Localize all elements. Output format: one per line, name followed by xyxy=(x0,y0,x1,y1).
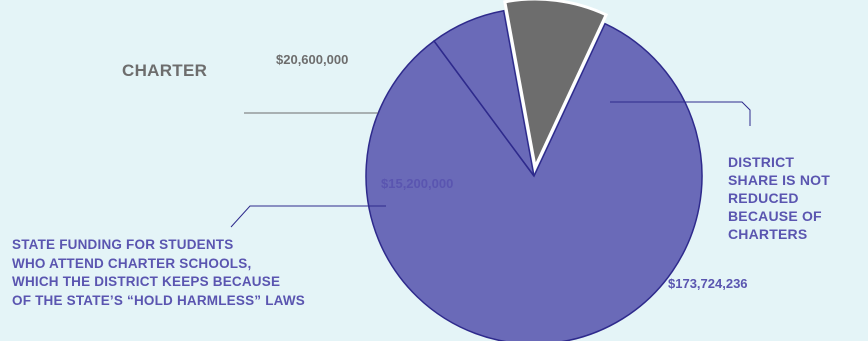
category-label-state-funding: STATE FUNDING FOR STUDENTS WHO ATTEND CH… xyxy=(12,237,305,308)
leader-line-district-share xyxy=(610,101,751,126)
pie-slice-state xyxy=(432,9,535,177)
pie-slice-district xyxy=(365,22,703,341)
value-label-state-funding: $15,200,000 xyxy=(381,176,454,191)
value-label-charter: $20,600,000 xyxy=(276,52,349,67)
leader-line-state-funding xyxy=(230,205,386,228)
category-label-district-share: DISTRICT SHARE IS NOT REDUCED BECAUSE OF… xyxy=(728,154,830,242)
value-label-district-share: $173,724,236 xyxy=(668,276,748,291)
pie-slice-charter xyxy=(503,0,609,172)
category-label-charter: CHARTER xyxy=(122,61,208,80)
